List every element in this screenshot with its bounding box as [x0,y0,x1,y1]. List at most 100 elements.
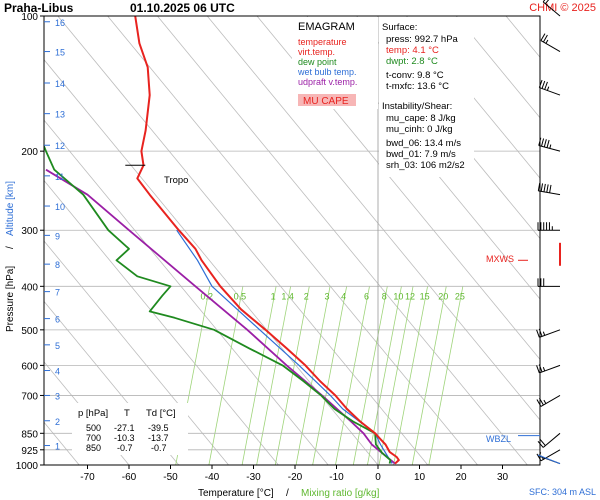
dry-adiabat-line [44,361,130,465]
legend-dew-point: dew point [298,57,337,67]
altitude-label: 13 [55,110,65,120]
mu-cape-value: mu_cape: 8 J/kg [386,113,456,124]
table-header-p: p [hPa] [78,408,108,419]
wind-barb-feather [542,0,546,3]
wind-barb-half-feather [549,144,552,149]
wind-barb [537,278,560,287]
dry-adiabat-line [44,240,229,465]
wind-barb-feather [544,0,550,5]
mixing-ratio-line [411,286,447,465]
wind-barb-feather [543,139,547,148]
mixing-ratio-label: 1.4 [281,291,294,301]
wind-barb [537,222,560,231]
mixing-ratio-line [274,286,310,465]
dry-adiabat-line [505,16,540,58]
info-panel [379,17,474,177]
wind-barb-half-feather [543,399,547,404]
mixing-ratio-label: 3 [325,291,330,301]
wind-barb [538,137,561,152]
dew-point-line [44,143,392,464]
wind-barb-feather [537,441,544,448]
mixing-ratio-line [367,286,402,465]
pressure-tick-label: 925 [21,446,38,457]
wind-barb [536,395,561,407]
altitude-label: 8 [55,260,60,270]
altitude-label: 15 [55,48,65,58]
temperature-line [134,16,400,465]
wind-barb-feather [546,139,550,148]
wind-barb-feather [538,397,544,406]
dry-adiabat-line [44,179,279,465]
wind-barb [537,182,561,196]
wind-barb-feather [541,138,545,147]
dry-adiabat-line [107,16,478,465]
wind-barb-staff [540,395,561,407]
surface-temp: temp: 4.1 °C [386,45,439,56]
plot-frame [43,15,541,466]
wind-barb-feather [537,182,541,191]
table-header-t: T [124,408,130,419]
pressure-tick-label: 700 [21,391,38,402]
wind-barb [542,0,561,17]
level-table [72,403,188,455]
temperature-tick-label: -70 [80,472,95,483]
mixing-ratio-line [393,286,428,465]
wind-barb-feather [541,80,546,89]
y-axis-separator: / [5,246,16,249]
wind-barb-staff [542,432,561,448]
temperature-tick-label: 30 [497,472,509,483]
mu-cape-swatch [298,94,356,106]
mixing-ratio-label: 10 [393,291,403,301]
altitude-label: 16 [55,18,65,28]
altitude-label: 3 [55,391,60,401]
wind-barb-feather [540,183,544,192]
altitude-label: 2 [55,417,60,427]
table-row-500-p: 500 [86,423,101,433]
wind-barb-half-feather [546,86,550,91]
mixing-ratio-label: 15 [420,291,430,301]
wind-barb-feather [536,399,542,407]
legend-virt-temp: virt.temp. [298,47,335,57]
datetime-title: 01.10.2025 06 UTC [130,1,235,15]
temperature-tick-label: -10 [329,472,344,483]
table-row-700-td: -13.7 [148,433,169,443]
temperature-tick-label: 20 [455,472,467,483]
wind-barb-feather [542,34,548,43]
wind-barb [537,432,561,448]
wet-bulb-line [176,229,393,464]
mixing-ratio-label: 1 [271,291,276,301]
wind-barb-feather [549,184,552,193]
surface-dwpt: dwpt: 2.8 °C [386,56,438,67]
surface-press: press: 992.7 hPa [386,34,459,45]
legend-wet-bulb: wet bulb temp. [297,67,357,77]
wind-barb-half-feather [545,39,549,44]
pressure-tick-label: 850 [21,429,38,440]
table-row-850-p: 850 [86,443,101,453]
pressure-tick-label: 600 [21,361,38,372]
mixing-ratio-label: 25 [455,291,465,301]
dry-adiabat-line [556,16,600,465]
dry-adiabat-line [455,16,540,119]
legend-updraft: udpraft v.temp. [298,77,357,87]
wind-barb-feather [536,365,540,374]
pressure-tick-label: 300 [21,226,38,237]
table-row-700-t: -10.3 [114,433,135,443]
dry-adiabat-line [44,119,329,465]
legend-box [292,17,378,109]
wind-barb-staff [540,40,561,52]
mxws-label: MXWS [486,254,514,264]
mu-cinh-value: mu_cinh: 0 J/kg [386,124,453,135]
wind-barb-feather [538,364,543,373]
wind-barb-feather [538,328,543,337]
wind-barb [536,328,561,338]
mixing-ratio-label: 2 [304,291,309,301]
altitude-label: 4 [55,367,60,377]
table-row-700-p: 700 [86,433,101,443]
table-row-500-t: -27.1 [114,423,135,433]
altitude-label: 11 [55,172,64,182]
dry-adiabat-line [157,16,528,465]
mixing-ratio-label: 4 [341,291,346,301]
wind-barb-feather [540,33,546,41]
altitude-label: 9 [55,231,60,241]
